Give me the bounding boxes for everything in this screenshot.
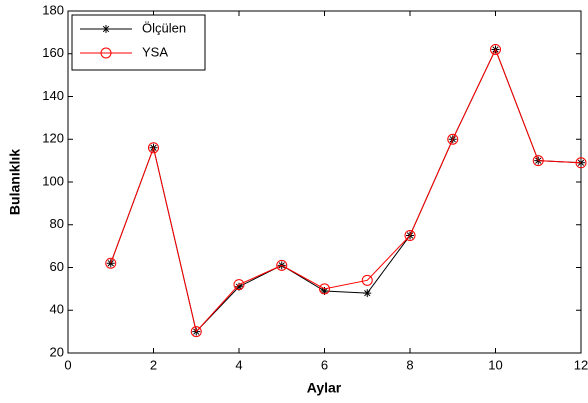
x-tick-label: 8 <box>406 357 413 372</box>
y-axis-label: Bulanıklık <box>7 149 23 215</box>
y-tick-label: 40 <box>50 302 64 317</box>
marker <box>319 283 330 295</box>
x-tick-label: 12 <box>574 357 588 372</box>
marker <box>404 229 416 241</box>
marker <box>320 287 329 296</box>
x-tick-label: 2 <box>150 357 157 372</box>
y-tick-label: 100 <box>42 173 64 188</box>
x-axis-label: Aylar <box>307 380 342 396</box>
y-tick-label: 140 <box>42 88 64 103</box>
marker <box>447 133 459 145</box>
legend-label: Ölçülen <box>142 20 186 35</box>
marker <box>532 155 544 167</box>
y-tick-label: 120 <box>42 131 64 146</box>
y-tick-label: 180 <box>42 2 64 17</box>
marker <box>235 282 243 291</box>
marker <box>361 274 373 286</box>
marker <box>490 43 501 55</box>
y-tick-label: 160 <box>42 45 64 60</box>
y-tick-label: 60 <box>50 259 64 274</box>
marker <box>276 259 288 271</box>
marker <box>190 326 202 338</box>
legend-box <box>71 14 206 71</box>
marker <box>575 157 587 169</box>
x-tick-label: 6 <box>321 357 328 372</box>
y-tick-label: 80 <box>50 216 64 231</box>
x-tick-label: 4 <box>235 357 242 372</box>
x-tick-label: 10 <box>488 357 502 372</box>
legend-label: YSA <box>142 44 168 59</box>
x-tick-label: 0 <box>64 357 71 372</box>
legend-marker <box>102 25 110 33</box>
marker <box>233 279 245 291</box>
marker <box>148 142 159 154</box>
y-tick-label: 20 <box>50 344 64 359</box>
marker <box>363 289 372 298</box>
marker <box>105 257 117 269</box>
series-line <box>110 48 582 333</box>
legend-marker <box>100 47 112 59</box>
